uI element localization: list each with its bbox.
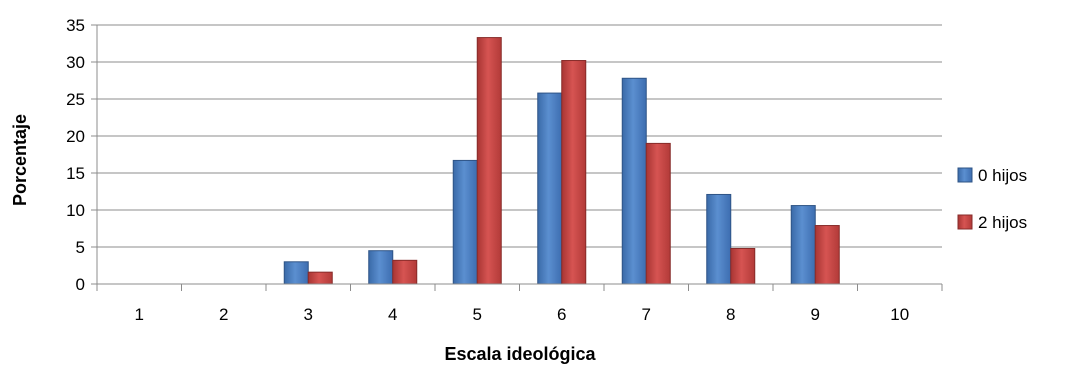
- x-axis-title: Escala ideológica: [444, 344, 596, 364]
- legend: 0 hijos 2 hijos: [957, 166, 1027, 232]
- y-tick-label: 35: [66, 16, 85, 35]
- legend-swatch: [957, 214, 973, 230]
- y-tick-label: 10: [66, 201, 85, 220]
- bar-0-hijos-7: [621, 77, 647, 285]
- axes: [91, 24, 943, 291]
- bar-0-hijos-9: [790, 205, 816, 285]
- y-tick-label: 30: [66, 53, 85, 72]
- bar-0-hijos-3: [283, 261, 309, 285]
- bar-0-hijos-8: [706, 193, 732, 285]
- x-tick-label: 9: [811, 305, 820, 324]
- x-tick-label: 10: [890, 305, 909, 324]
- bar-2-hijos-3: [307, 271, 333, 285]
- x-tick-label: 7: [642, 305, 651, 324]
- x-tick-label: 6: [557, 305, 566, 324]
- y-tick-label: 5: [76, 238, 85, 257]
- bar-0-hijos-5: [452, 159, 478, 285]
- y-tick-label: 20: [66, 127, 85, 146]
- legend-label: 0 hijos: [978, 166, 1027, 185]
- x-tick-label: 2: [219, 305, 228, 324]
- bar-2-hijos-9: [814, 225, 840, 285]
- x-tick-label: 4: [388, 305, 397, 324]
- bar-2-hijos-4: [392, 259, 418, 285]
- y-axis-title: Porcentaje: [10, 114, 30, 206]
- legend-label: 2 hijos: [978, 213, 1027, 232]
- bar-2-hijos-8: [730, 247, 756, 285]
- x-tick-label: 1: [135, 305, 144, 324]
- bar-0-hijos-6: [537, 92, 563, 285]
- x-tick-label: 3: [304, 305, 313, 324]
- legend-swatch: [957, 167, 973, 183]
- y-tick-label: 0: [76, 275, 85, 294]
- y-tick-label: 25: [66, 90, 85, 109]
- bar-2-hijos-7: [645, 142, 671, 285]
- x-tick-labels: 1 2 3 4 5 6 7 8 9 10: [135, 305, 910, 324]
- y-tick-label: 15: [66, 164, 85, 183]
- gridlines: [97, 24, 942, 248]
- x-tick-label: 5: [473, 305, 482, 324]
- bar-0-hijos-4: [368, 250, 394, 285]
- y-tick-labels: 0 5 10 15 20 25 30 35: [66, 16, 85, 294]
- x-tick-label: 8: [726, 305, 735, 324]
- bar-2-hijos-5: [476, 37, 502, 285]
- bar-2-hijos-6: [561, 60, 587, 285]
